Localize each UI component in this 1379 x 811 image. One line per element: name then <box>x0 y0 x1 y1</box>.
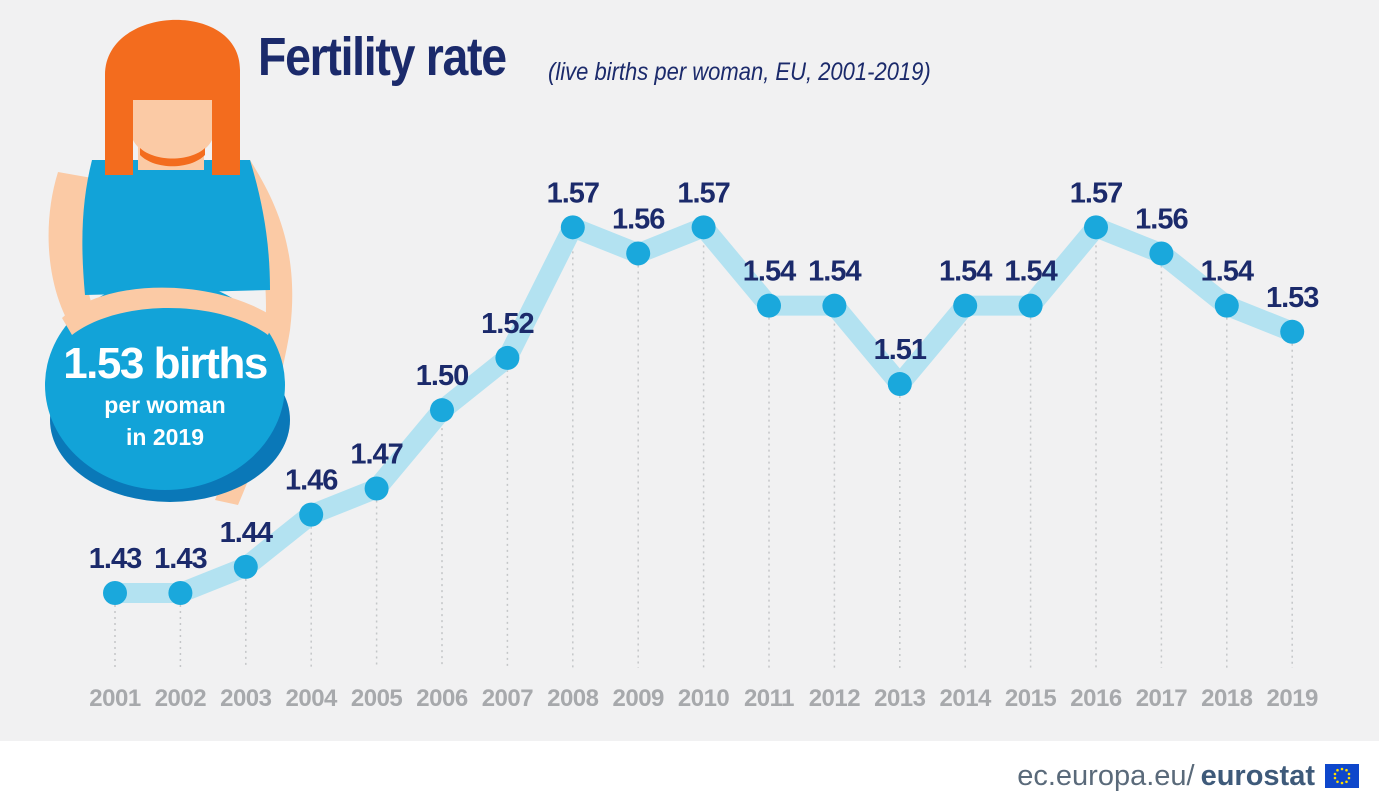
eu-flag-icon <box>1325 764 1359 788</box>
chart-subtitle: (live births per woman, EU, 2001-2019) <box>548 58 931 86</box>
data-label: 1.54 <box>1201 256 1254 288</box>
x-tick-label: 2007 <box>482 685 534 712</box>
data-label: 1.57 <box>547 177 599 209</box>
x-tick-label: 2004 <box>286 685 339 712</box>
data-point <box>1018 293 1043 318</box>
data-point <box>495 345 520 370</box>
data-label: 1.43 <box>154 543 207 575</box>
data-point <box>1280 319 1305 344</box>
callout-line3: in 2019 <box>126 424 204 450</box>
callout-line2: per woman <box>104 392 225 418</box>
x-tick-label: 2002 <box>155 685 207 712</box>
data-point <box>233 554 258 579</box>
x-tick-label: 2003 <box>220 685 272 712</box>
data-point <box>887 372 912 397</box>
data-label: 1.56 <box>1135 203 1188 235</box>
line-chart: 1.43 1.43 1.44 1.46 1.47 1.50 1.52 1.57 1.56 1.57… <box>89 177 1321 712</box>
x-tick-label: 2001 <box>89 685 141 712</box>
footer: ec.europa.eu/eurostat <box>1017 756 1359 796</box>
data-point <box>691 215 716 240</box>
data-label: 1.54 <box>743 256 796 288</box>
x-tick-label: 2019 <box>1267 685 1319 712</box>
data-point <box>1149 241 1174 266</box>
x-tick-label: 2013 <box>874 685 926 712</box>
data-point <box>1084 215 1108 240</box>
x-tick-label: 2018 <box>1201 685 1253 712</box>
data-point <box>626 241 651 266</box>
data-label: 1.57 <box>1070 177 1122 209</box>
data-point <box>299 502 324 527</box>
x-tick-label: 2008 <box>547 685 599 712</box>
data-point <box>953 293 978 318</box>
x-tick-label: 2005 <box>351 685 403 712</box>
data-point <box>1214 293 1239 318</box>
data-point <box>364 476 389 501</box>
x-tick-label: 2011 <box>744 685 794 712</box>
x-tick-label: 2010 <box>678 685 730 712</box>
data-label: 1.53 <box>1266 282 1319 314</box>
data-label: 1.52 <box>481 308 533 340</box>
data-label: 1.50 <box>416 360 468 392</box>
x-tick-label: 2015 <box>1005 685 1057 712</box>
data-label: 1.51 <box>874 334 927 366</box>
x-tick-label: 2017 <box>1136 685 1188 712</box>
data-label: 1.46 <box>285 465 338 497</box>
footer-domain: ec.europa.eu/ <box>1017 759 1195 792</box>
data-label: 1.44 <box>220 517 273 549</box>
data-label: 1.56 <box>612 203 665 235</box>
x-tick-label: 2006 <box>416 685 468 712</box>
data-point <box>103 581 127 605</box>
data-label: 1.54 <box>1004 256 1057 288</box>
x-tick-label: 2009 <box>613 685 665 712</box>
data-label: 1.54 <box>939 256 992 288</box>
data-point <box>757 293 781 318</box>
woman-illustration-icon: 1.53 births per woman in 2019 <box>45 19 293 505</box>
x-tick-label: 2012 <box>809 685 861 712</box>
data-label: 1.47 <box>350 439 402 471</box>
chart-title: Fertility rate <box>258 27 507 87</box>
footer-brand: eurostat <box>1200 759 1315 792</box>
data-point <box>822 293 847 318</box>
data-point <box>560 215 585 240</box>
callout-value: 1.53 births <box>63 339 267 388</box>
data-label: 1.57 <box>677 177 729 209</box>
data-label: 1.54 <box>808 256 861 288</box>
data-point <box>430 398 454 423</box>
x-tick-label: 2016 <box>1070 685 1122 712</box>
data-label: 1.43 <box>89 543 142 575</box>
data-point <box>168 581 193 605</box>
x-tick-label: 2014 <box>940 685 993 712</box>
